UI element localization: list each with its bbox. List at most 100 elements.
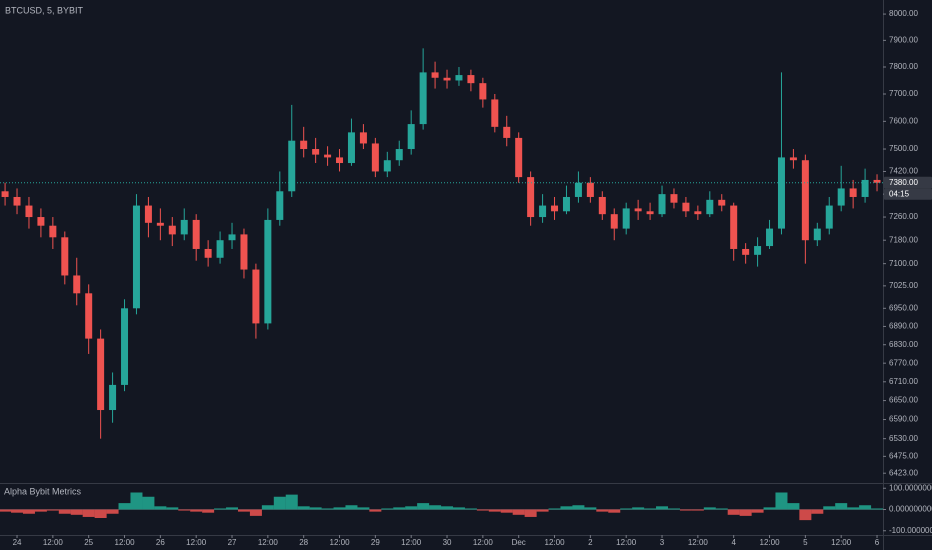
bar (775, 492, 788, 510)
candle-body (204, 248, 212, 258)
y-tick-label: 6590.00 (889, 415, 918, 424)
candle-body (622, 208, 630, 229)
countdown-box (884, 188, 932, 200)
x-tick-label: 12:00 (43, 538, 64, 547)
x-tick-label: 5 (803, 538, 808, 547)
y-tick-label: 7420.00 (889, 167, 918, 176)
candle-body (467, 75, 475, 84)
bar (548, 508, 561, 510)
x-tick-label: 12:00 (330, 538, 351, 547)
candle-body (37, 217, 45, 226)
indicator-title: Alpha Bybit Metrics (4, 486, 82, 496)
bar (261, 505, 274, 510)
y-tick-label: 6710.00 (889, 377, 918, 386)
candle-body (861, 179, 869, 197)
y-tick-label: 0.0000000000 (889, 505, 932, 514)
candle-body (551, 205, 559, 212)
bar (488, 509, 501, 512)
candle-body (574, 182, 582, 197)
candle-body (658, 194, 666, 215)
candle-body (97, 338, 105, 411)
candle-body (754, 246, 762, 255)
bar (823, 506, 836, 510)
x-tick-label: 12:00 (186, 538, 207, 547)
y-tick-label: 6950.00 (889, 303, 918, 312)
candle-body (789, 157, 797, 161)
candle-body (777, 157, 785, 229)
candle-body (479, 83, 487, 100)
x-tick-label: 26 (156, 538, 165, 547)
bar (178, 509, 191, 511)
candle-body (156, 222, 164, 226)
candle-body (180, 219, 188, 235)
bar (142, 496, 155, 510)
last-price-box (884, 176, 932, 189)
y-tick-label: 100.0000000000 (889, 483, 932, 492)
candle-body (443, 77, 451, 81)
y-tick-label: 6475.00 (889, 451, 918, 460)
candle-body (455, 75, 463, 81)
candle-body (168, 225, 176, 235)
candle-body (324, 154, 332, 158)
bar (476, 509, 489, 511)
y-tick-label: 6530.00 (889, 434, 918, 443)
bar (106, 509, 119, 514)
bar (500, 509, 513, 513)
candle-body (49, 225, 57, 238)
y-tick-label: 7600.00 (889, 116, 918, 125)
x-tick-label: 27 (228, 538, 237, 547)
bar (273, 496, 286, 510)
candle-body (431, 72, 439, 78)
candle-body (73, 275, 81, 294)
candle-body (109, 384, 117, 411)
bar (656, 506, 669, 510)
candle-body (336, 157, 344, 164)
bar (584, 507, 597, 510)
candle-body (1, 191, 9, 197)
candle-body (312, 149, 320, 155)
bar (321, 508, 334, 510)
x-tick-label: 25 (84, 538, 93, 547)
x-tick-label: 30 (443, 538, 452, 547)
y-tick-label: 7800.00 (889, 62, 918, 71)
bar (226, 507, 239, 510)
candle-body (682, 202, 690, 212)
candle-body (121, 308, 129, 385)
bar (118, 503, 131, 510)
candle-body (240, 234, 248, 270)
bar (799, 509, 812, 521)
candle-body (300, 140, 308, 150)
x-tick-label: 24 (13, 538, 22, 547)
bar (214, 508, 227, 510)
last-price-label: 7380.00 (889, 178, 918, 187)
countdown-label: 04:15 (889, 189, 910, 198)
candle-body (264, 219, 272, 324)
bar (58, 509, 71, 514)
x-tick-label: 28 (299, 538, 308, 547)
bar (536, 509, 549, 512)
bar (381, 508, 394, 510)
bar (847, 507, 860, 510)
bar (190, 509, 203, 512)
candle-body (586, 182, 594, 197)
x-tick-label: 12:00 (115, 538, 136, 547)
bar (811, 509, 824, 514)
bar (285, 494, 298, 510)
candle-body (515, 137, 523, 178)
bar (703, 507, 716, 510)
candle-body (216, 240, 224, 258)
bar (560, 506, 573, 510)
candle-body (25, 205, 33, 218)
bar (441, 506, 454, 510)
candle-body (718, 199, 726, 206)
x-tick-label: 12:00 (545, 538, 566, 547)
candle-body (61, 237, 69, 276)
bar (237, 509, 250, 512)
candle-body (837, 188, 845, 206)
y-tick-label: 7025.00 (889, 281, 918, 290)
x-tick-label: 29 (371, 538, 380, 547)
candle-body (228, 234, 236, 241)
candle-body (706, 199, 714, 215)
candle-body (347, 132, 355, 164)
